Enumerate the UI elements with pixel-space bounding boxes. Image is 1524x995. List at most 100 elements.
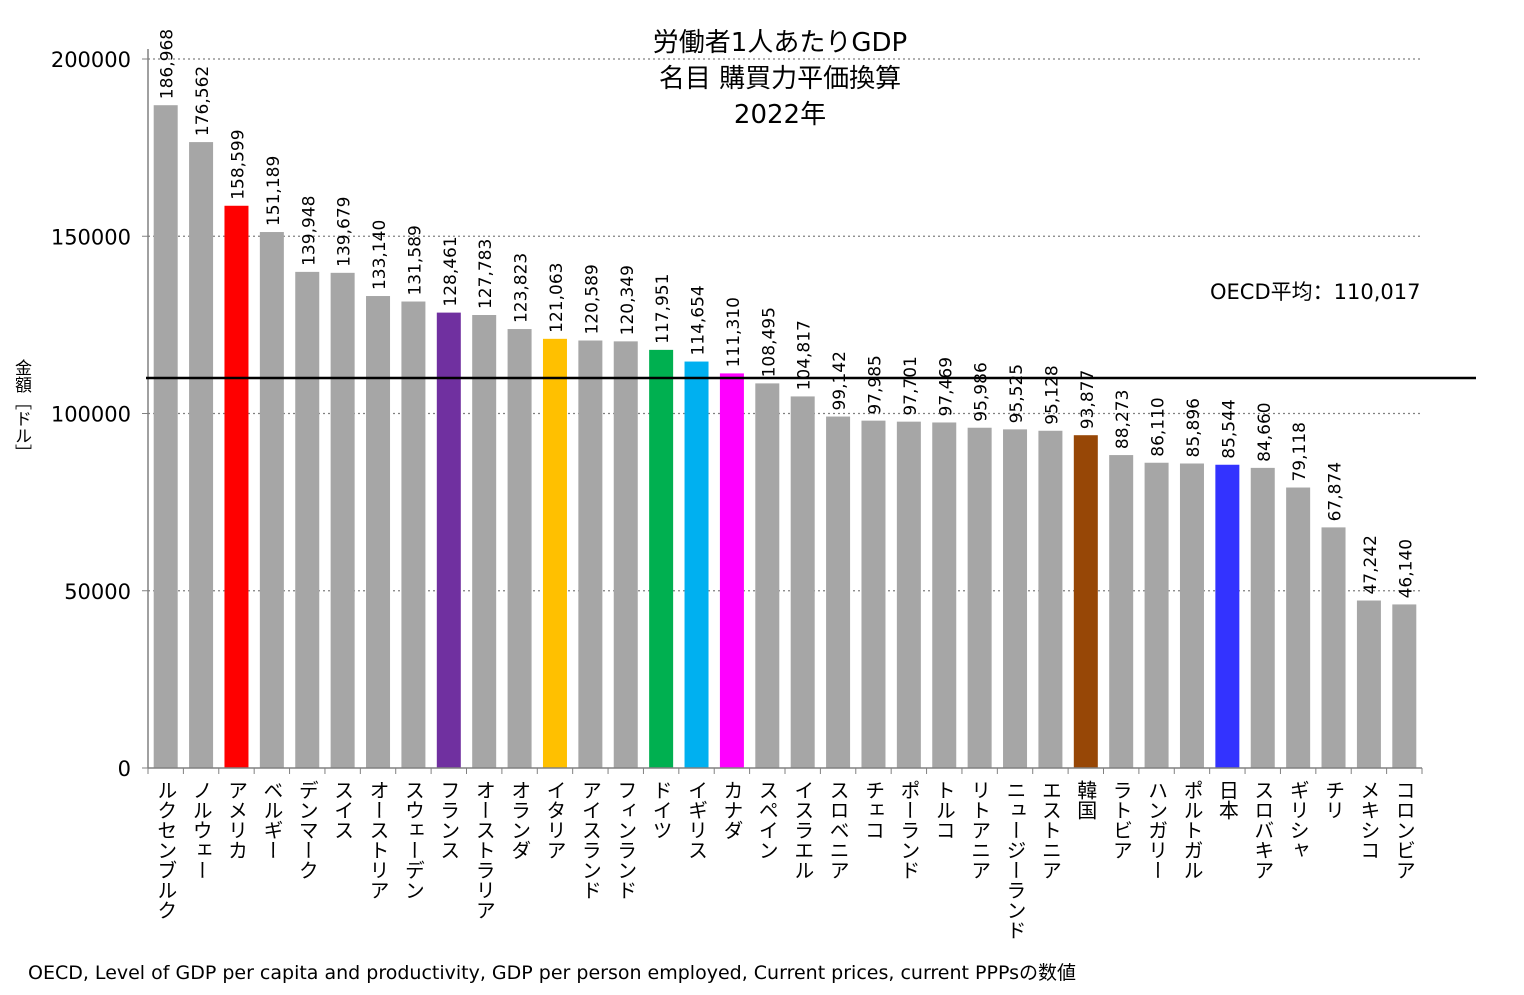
- category-label: チリ: [1322, 780, 1346, 820]
- category-label: トルコ: [932, 780, 956, 840]
- data-label: 133,140: [370, 220, 390, 290]
- bar: [932, 422, 957, 768]
- category-label: スウェーデン: [401, 780, 425, 900]
- data-label: 128,461: [441, 236, 461, 306]
- chart-title-line-3: 2022年: [733, 100, 827, 130]
- bar: [436, 312, 461, 768]
- data-label: 79,118: [1290, 422, 1310, 481]
- bar: [578, 340, 603, 768]
- data-label: 121,063: [547, 263, 567, 333]
- category-label: フランス: [437, 780, 461, 860]
- labels: 0 50000 100000 150000 200000 186,968 ルクセンブルク 17…: [51, 29, 1416, 940]
- chart-title-line-2: 名目 購買力平価換算: [658, 64, 902, 94]
- oecd-average-label: OECD平均：110,017: [1210, 280, 1421, 304]
- data-label: 88,273: [1113, 390, 1133, 449]
- bar: [613, 341, 638, 768]
- y-tick-label: 100000: [51, 403, 131, 427]
- bar: [507, 329, 532, 768]
- data-label: 86,110: [1149, 397, 1169, 456]
- bar: [1144, 462, 1169, 768]
- data-label: 186,968: [158, 29, 178, 99]
- data-label: 47,242: [1361, 535, 1381, 594]
- bar: [1321, 527, 1346, 768]
- bar: [861, 420, 886, 768]
- category-label: ハンガリー: [1145, 780, 1169, 880]
- bar: [1392, 604, 1417, 768]
- category-label: ギリシャ: [1286, 780, 1310, 860]
- bar: [790, 396, 815, 768]
- category-label: フィンランド: [614, 780, 638, 900]
- category-label: ノルウェー: [189, 780, 213, 880]
- bar: [366, 296, 391, 768]
- category-label: スロベニア: [826, 780, 850, 880]
- bar: [1286, 487, 1311, 768]
- data-label: 114,654: [689, 285, 709, 355]
- category-label: オーストリア: [366, 780, 390, 900]
- category-label: 韓国: [1074, 780, 1098, 820]
- data-label: 85,544: [1219, 399, 1239, 458]
- bar: [1038, 430, 1063, 768]
- category-label: エストニア: [1038, 780, 1062, 880]
- bar: [1356, 600, 1381, 768]
- data-label: 97,985: [865, 355, 885, 414]
- data-label: 67,874: [1326, 462, 1346, 521]
- bar: [330, 272, 355, 768]
- bar: [189, 142, 214, 768]
- data-label: 131,589: [405, 225, 425, 295]
- data-label: 97,469: [936, 357, 956, 416]
- category-label: カナダ: [720, 780, 744, 840]
- category-label: デンマーク: [295, 780, 319, 880]
- data-label: 97,701: [901, 356, 921, 415]
- category-label: メキシコ: [1357, 780, 1381, 860]
- data-label: 84,660: [1255, 402, 1275, 461]
- category-label: イスラエル: [791, 780, 815, 880]
- bar: [224, 205, 249, 768]
- data-label: 95,986: [972, 362, 992, 421]
- y-tick-label: 50000: [64, 580, 131, 604]
- data-label: 46,140: [1396, 539, 1416, 598]
- data-label: 117,951: [653, 274, 673, 344]
- category-label: ルクセンブルク: [154, 780, 178, 920]
- bar: [719, 373, 744, 768]
- category-label: ニュージーランド: [1003, 780, 1027, 940]
- data-label: 127,783: [476, 239, 496, 309]
- category-label: ポルトガル: [1180, 780, 1204, 880]
- source-note: OECD, Level of GDP per capita and produc…: [28, 962, 1076, 984]
- data-label: 85,896: [1184, 398, 1204, 457]
- bar: [472, 315, 497, 768]
- data-label: 120,349: [618, 265, 638, 335]
- data-label: 139,679: [335, 197, 355, 267]
- category-label: ポーランド: [897, 780, 921, 880]
- data-label: 95,525: [1007, 364, 1027, 423]
- bar: [401, 301, 426, 768]
- data-label: 93,877: [1078, 370, 1098, 429]
- category-label: イギリス: [685, 780, 709, 860]
- bar: [259, 232, 284, 769]
- data-label: 120,589: [582, 264, 602, 334]
- bar: [826, 416, 851, 768]
- y-tick-label: 200000: [51, 48, 131, 72]
- bars: [153, 105, 1417, 769]
- bar: [1179, 463, 1204, 768]
- data-label: 108,495: [759, 307, 779, 377]
- bar: [1109, 455, 1134, 768]
- bar: [684, 361, 709, 768]
- data-label: 95,128: [1042, 365, 1062, 424]
- bar: [542, 338, 567, 768]
- category-label: リトアニア: [968, 780, 992, 880]
- data-label: 158,599: [228, 129, 248, 199]
- category-label: 日本: [1215, 780, 1239, 820]
- category-label: オランダ: [508, 780, 532, 860]
- category-label: スイス: [331, 780, 355, 840]
- data-label: 104,817: [795, 320, 815, 390]
- category-label: アメリカ: [224, 780, 248, 860]
- bar: [896, 421, 921, 768]
- y-axis-label: 金額［ドル］: [11, 359, 31, 461]
- bar: [649, 349, 674, 768]
- bar: [755, 383, 780, 768]
- chart-title-line-1: 労働者1人あたりGDP: [652, 28, 908, 58]
- bar: [1003, 429, 1028, 768]
- category-label: ドイツ: [649, 780, 673, 840]
- category-label: ラトビア: [1109, 780, 1133, 860]
